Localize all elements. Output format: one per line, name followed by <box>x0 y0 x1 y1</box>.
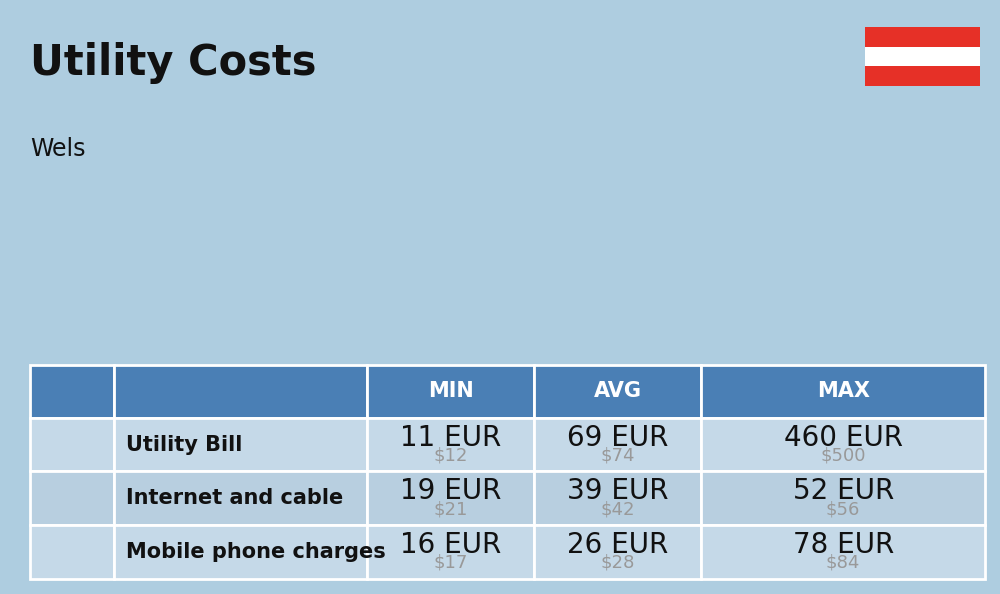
FancyBboxPatch shape <box>37 531 107 573</box>
Bar <box>701 525 985 579</box>
Text: Internet and cable: Internet and cable <box>126 488 343 508</box>
Text: Wels: Wels <box>30 137 86 160</box>
Bar <box>534 472 701 525</box>
Text: $500: $500 <box>820 446 866 465</box>
Text: $56: $56 <box>826 500 860 518</box>
Text: 39 EUR: 39 EUR <box>567 478 669 505</box>
Bar <box>534 525 701 579</box>
Text: $21: $21 <box>433 500 468 518</box>
Text: 11 EUR: 11 EUR <box>400 424 501 451</box>
Text: Utility Costs: Utility Costs <box>30 42 316 84</box>
Bar <box>114 365 367 418</box>
Bar <box>367 418 534 472</box>
Bar <box>114 525 367 579</box>
Text: AVG: AVG <box>594 381 642 402</box>
Text: $42: $42 <box>601 500 635 518</box>
Text: 69 EUR: 69 EUR <box>567 424 668 451</box>
Text: $17: $17 <box>433 554 468 572</box>
Text: Mobile phone charges: Mobile phone charges <box>126 542 386 563</box>
Text: $74: $74 <box>601 446 635 465</box>
Bar <box>865 27 980 46</box>
Bar <box>367 472 534 525</box>
Text: MAX: MAX <box>817 381 870 402</box>
Bar <box>114 418 367 472</box>
Bar <box>367 525 534 579</box>
Text: MIN: MIN <box>428 381 474 402</box>
Bar <box>30 365 114 418</box>
Text: 16 EUR: 16 EUR <box>400 531 501 559</box>
Bar <box>865 46 980 67</box>
Text: 19 EUR: 19 EUR <box>400 478 501 505</box>
Text: $12: $12 <box>433 446 468 465</box>
Bar <box>114 472 367 525</box>
Bar <box>30 525 114 579</box>
Text: 460 EUR: 460 EUR <box>784 424 903 451</box>
Bar <box>30 418 114 472</box>
Text: $84: $84 <box>826 554 860 572</box>
Bar <box>701 365 985 418</box>
Text: 26 EUR: 26 EUR <box>567 531 668 559</box>
Text: $28: $28 <box>601 554 635 572</box>
Text: 78 EUR: 78 EUR <box>793 531 894 559</box>
Bar <box>30 472 114 525</box>
Bar <box>701 418 985 472</box>
Text: Utility Bill: Utility Bill <box>126 434 242 454</box>
FancyBboxPatch shape <box>37 424 107 466</box>
FancyBboxPatch shape <box>37 478 107 519</box>
Bar <box>701 472 985 525</box>
Text: 52 EUR: 52 EUR <box>793 478 894 505</box>
Bar <box>367 365 534 418</box>
Bar <box>534 418 701 472</box>
Bar <box>534 365 701 418</box>
Bar <box>865 67 980 86</box>
